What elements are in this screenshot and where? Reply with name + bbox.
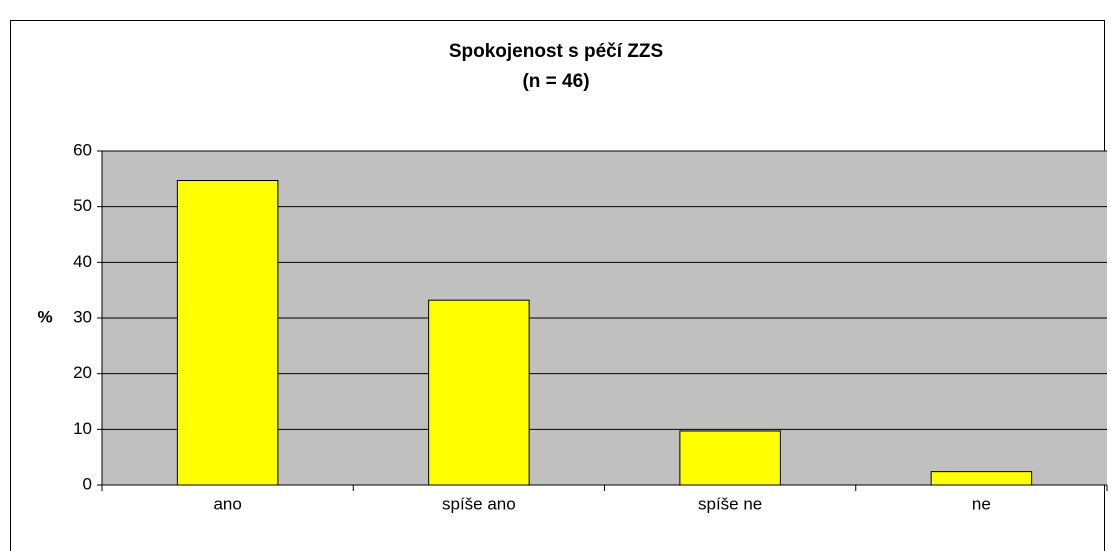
chart-subtitle: (n = 46) bbox=[522, 71, 589, 92]
y-tick-label: 40 bbox=[73, 252, 92, 271]
x-tick-label: ne bbox=[972, 494, 991, 513]
x-tick-label: spíše ne bbox=[698, 494, 762, 513]
x-tick-label: ano bbox=[213, 494, 241, 513]
y-tick-label: 20 bbox=[73, 363, 92, 382]
y-tick-label: 60 bbox=[73, 140, 92, 159]
bar bbox=[679, 430, 781, 486]
bar bbox=[176, 180, 279, 486]
bar bbox=[930, 471, 1033, 486]
y-tick-label: 50 bbox=[73, 196, 92, 215]
bar bbox=[428, 299, 530, 486]
y-tick-label: 0 bbox=[83, 474, 92, 493]
y-axis-label: % bbox=[37, 307, 52, 326]
chart-title: Spokojenost s péčí ZZS bbox=[449, 41, 663, 62]
y-tick-label: 30 bbox=[73, 307, 92, 326]
x-tick-label: spíše ano bbox=[442, 494, 516, 513]
y-tick-label: 10 bbox=[73, 419, 92, 438]
